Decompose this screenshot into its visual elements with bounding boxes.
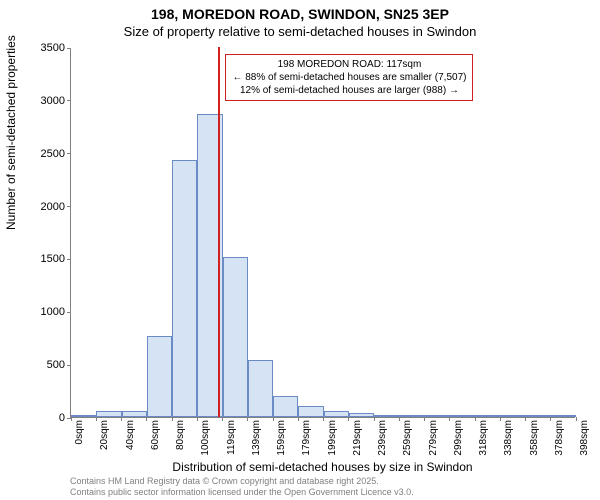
x-tick-label: 159sqm [276, 420, 287, 456]
footnote-line: Contains public sector information licen… [70, 487, 414, 498]
x-tick-mark [172, 417, 173, 421]
x-tick-mark [550, 417, 551, 421]
y-tick-mark [67, 259, 71, 260]
histogram-bar [526, 415, 551, 417]
y-tick-label: 2500 [41, 148, 65, 160]
histogram-bar [374, 415, 399, 417]
histogram-bar [122, 411, 147, 417]
x-tick-label: 358sqm [529, 420, 540, 456]
x-tick-mark [146, 417, 147, 421]
chart-title-main: 198, MOREDON ROAD, SWINDON, SN25 3EP [0, 6, 600, 22]
x-tick-label: 338sqm [503, 420, 514, 456]
x-tick-label: 80sqm [175, 420, 186, 450]
x-tick-mark [348, 417, 349, 421]
x-tick-mark [374, 417, 375, 421]
annotation-line: 198 MOREDON ROAD: 117sqm [232, 58, 466, 71]
histogram-bar [298, 406, 323, 417]
histogram-bar [399, 415, 424, 417]
y-tick-mark [67, 312, 71, 313]
x-tick-label: 279sqm [428, 420, 439, 456]
x-tick-mark [197, 417, 198, 421]
x-axis-label: Distribution of semi-detached houses by … [70, 460, 575, 474]
y-tick-mark [67, 365, 71, 366]
x-tick-label: 378sqm [554, 420, 565, 456]
x-tick-mark [71, 417, 72, 421]
histogram-bar [324, 411, 349, 417]
property-size-histogram: 198, MOREDON ROAD, SWINDON, SN25 3EP Siz… [0, 0, 600, 500]
y-tick-mark [67, 48, 71, 49]
x-tick-mark [424, 417, 425, 421]
x-tick-label: 239sqm [377, 420, 388, 456]
x-tick-mark [576, 417, 577, 421]
x-tick-mark [222, 417, 223, 421]
x-tick-label: 219sqm [352, 420, 363, 456]
y-tick-mark [67, 153, 71, 154]
annotation-callout: 198 MOREDON ROAD: 117sqm← 88% of semi-de… [225, 54, 473, 101]
x-tick-mark [525, 417, 526, 421]
x-tick-mark [96, 417, 97, 421]
annotation-line: 12% of semi-detached houses are larger (… [232, 84, 466, 97]
x-tick-mark [298, 417, 299, 421]
histogram-bar [349, 413, 374, 417]
footnote-line: Contains HM Land Registry data © Crown c… [70, 476, 414, 487]
histogram-bar [223, 257, 248, 417]
histogram-bar [248, 360, 273, 417]
chart-footnote: Contains HM Land Registry data © Crown c… [70, 476, 414, 498]
histogram-bar [96, 411, 121, 417]
x-tick-label: 259sqm [402, 420, 413, 456]
y-tick-mark [67, 100, 71, 101]
x-tick-mark [323, 417, 324, 421]
histogram-bar [273, 396, 298, 417]
y-tick-mark [67, 206, 71, 207]
histogram-bar [500, 415, 525, 417]
y-tick-label: 3500 [41, 42, 65, 54]
histogram-bar [147, 336, 172, 417]
x-tick-label: 398sqm [579, 420, 590, 456]
x-tick-mark [500, 417, 501, 421]
property-marker-line [218, 47, 220, 417]
x-tick-mark [247, 417, 248, 421]
x-tick-label: 40sqm [125, 420, 136, 450]
histogram-bar [450, 415, 475, 417]
annotation-line: ← 88% of semi-detached houses are smalle… [232, 71, 466, 84]
y-axis-label: Number of semi-detached properties [4, 35, 18, 230]
x-tick-mark [273, 417, 274, 421]
x-tick-mark [121, 417, 122, 421]
x-tick-label: 20sqm [99, 420, 110, 450]
x-tick-label: 299sqm [453, 420, 464, 456]
histogram-bar [425, 415, 450, 417]
plot-area: 0sqm20sqm40sqm60sqm80sqm100sqm119sqm139s… [70, 48, 575, 418]
histogram-bar [475, 415, 500, 417]
x-tick-label: 0sqm [74, 420, 85, 444]
histogram-bar [551, 415, 576, 417]
histogram-bar [71, 415, 96, 417]
histogram-bar [172, 160, 197, 417]
y-tick-label: 500 [47, 359, 65, 371]
y-tick-label: 3000 [41, 95, 65, 107]
x-tick-label: 318sqm [478, 420, 489, 456]
x-tick-label: 60sqm [150, 420, 161, 450]
y-tick-label: 0 [59, 412, 65, 424]
x-tick-label: 100sqm [200, 420, 211, 456]
y-tick-label: 1500 [41, 253, 65, 265]
chart-title-sub: Size of property relative to semi-detach… [0, 24, 600, 39]
x-tick-mark [399, 417, 400, 421]
y-tick-label: 2000 [41, 201, 65, 213]
x-tick-mark [475, 417, 476, 421]
x-tick-label: 179sqm [301, 420, 312, 456]
y-tick-label: 1000 [41, 306, 65, 318]
x-tick-label: 119sqm [226, 420, 237, 455]
x-tick-label: 199sqm [327, 420, 338, 456]
x-tick-label: 139sqm [251, 420, 262, 456]
x-tick-mark [449, 417, 450, 421]
